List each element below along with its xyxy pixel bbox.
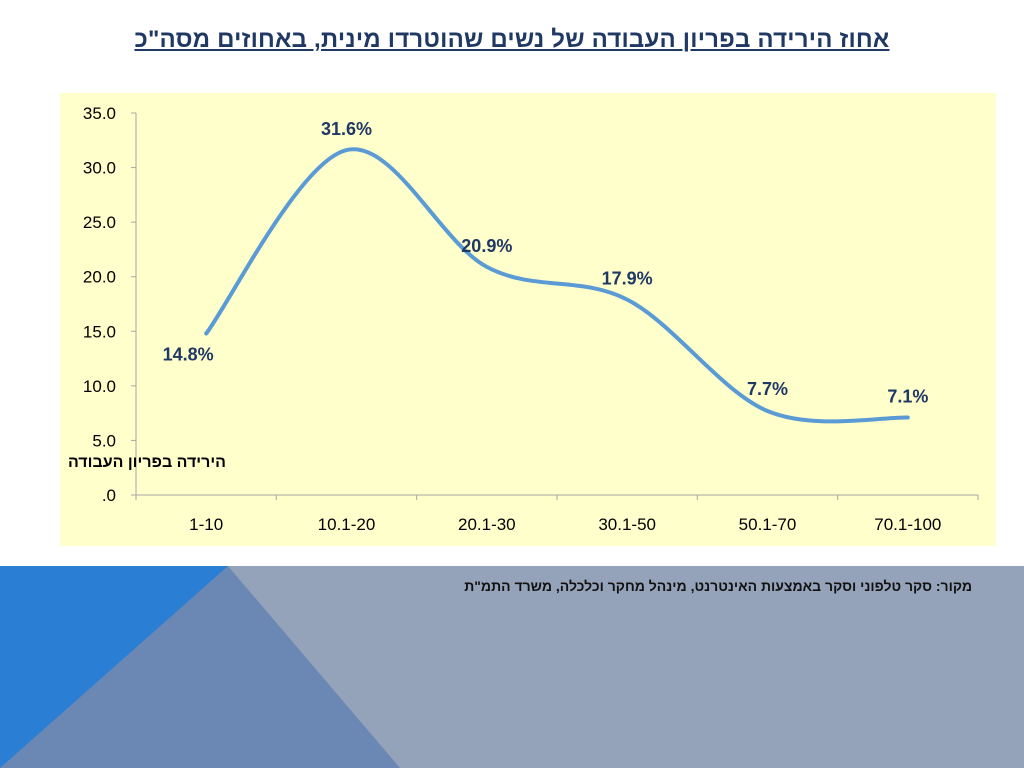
source-note: מקור: סקר טלפוני וסקר באמצעות האינטרנט, … [464,578,972,594]
line-chart: .0 5.0 10.0 15.0 20.0 25.0 30.0 35.0 1-10 10.1-20… [60,93,996,546]
x-tick-label: 50.1-70 [739,515,797,534]
x-tick-label: 30.1-50 [598,515,656,534]
data-label: 14.8% [163,344,214,364]
y-tick-label: 10.0 [83,377,116,396]
x-tick-label: 70.1-100 [874,515,941,534]
data-label: 20.9% [461,236,512,256]
y-tick-label: .0 [102,486,116,505]
data-label: 7.7% [747,379,788,399]
data-label: 17.9% [602,269,653,289]
plot-background [60,93,996,546]
data-label: 31.6% [321,119,372,139]
y-tick-label: 35.0 [83,104,116,123]
chart-svg: .0 5.0 10.0 15.0 20.0 25.0 30.0 35.0 1-10 10.1-20… [60,93,996,546]
x-tick-label: 20.1-30 [458,515,516,534]
y-tick-label: 5.0 [92,431,116,450]
legend-series-name: הירידה בפריון העבודה [68,454,226,471]
footer-band-blue-triangle [0,566,228,768]
y-tick-label: 15.0 [83,322,116,341]
slide-title: אחוז הירידה בפריון העבודה של נשים שהוטרד… [134,26,890,53]
series-line [204,147,910,424]
data-label: 7.1% [887,387,928,407]
x-tick-label: 1-10 [189,515,223,534]
y-tick-label: 25.0 [83,213,116,232]
y-tick-label: 20.0 [83,268,116,287]
footer-band [0,566,1024,768]
y-tick-label: 30.0 [83,159,116,178]
x-tick-label: 10.1-20 [318,515,376,534]
